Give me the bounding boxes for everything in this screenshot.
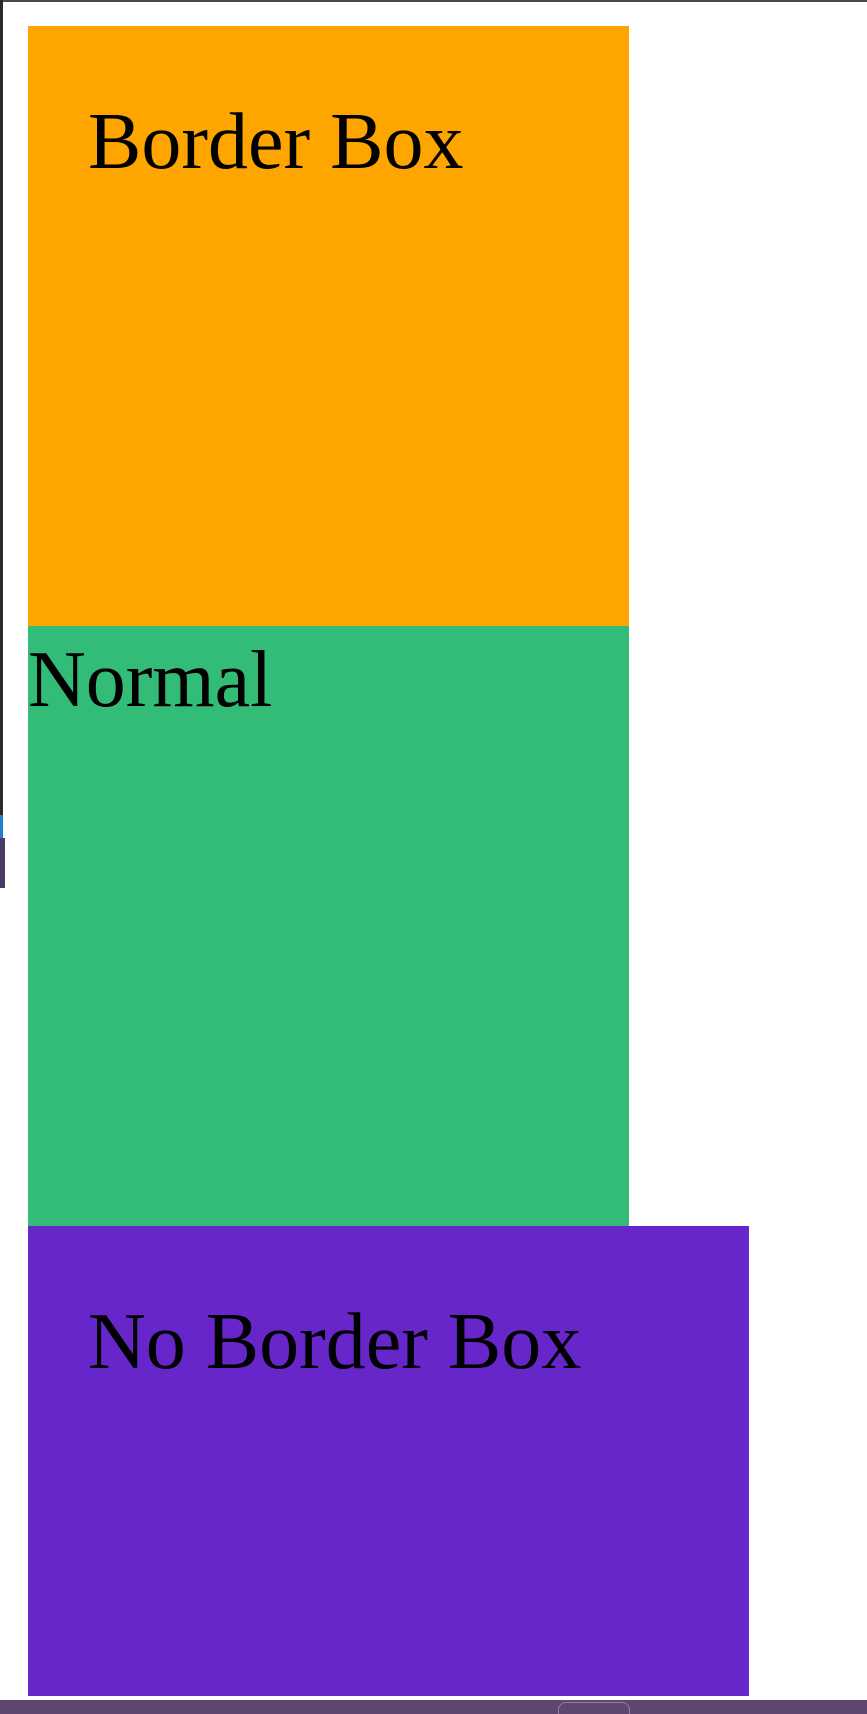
border-box-demo: Border Box (28, 26, 629, 626)
window-left-edge (0, 0, 3, 815)
taskbar (0, 1700, 867, 1714)
no-border-box-demo: No Border Box (28, 1226, 749, 1696)
normal-box-label: Normal (28, 636, 273, 724)
no-border-box-label: No Border Box (88, 1298, 582, 1386)
border-box-label: Border Box (88, 98, 464, 186)
left-edge-accent (0, 815, 3, 843)
left-edge-strip (0, 838, 5, 888)
taskbar-item[interactable] (558, 1702, 630, 1714)
normal-box-demo: Normal (28, 626, 629, 1226)
window-top-edge (0, 0, 867, 2)
